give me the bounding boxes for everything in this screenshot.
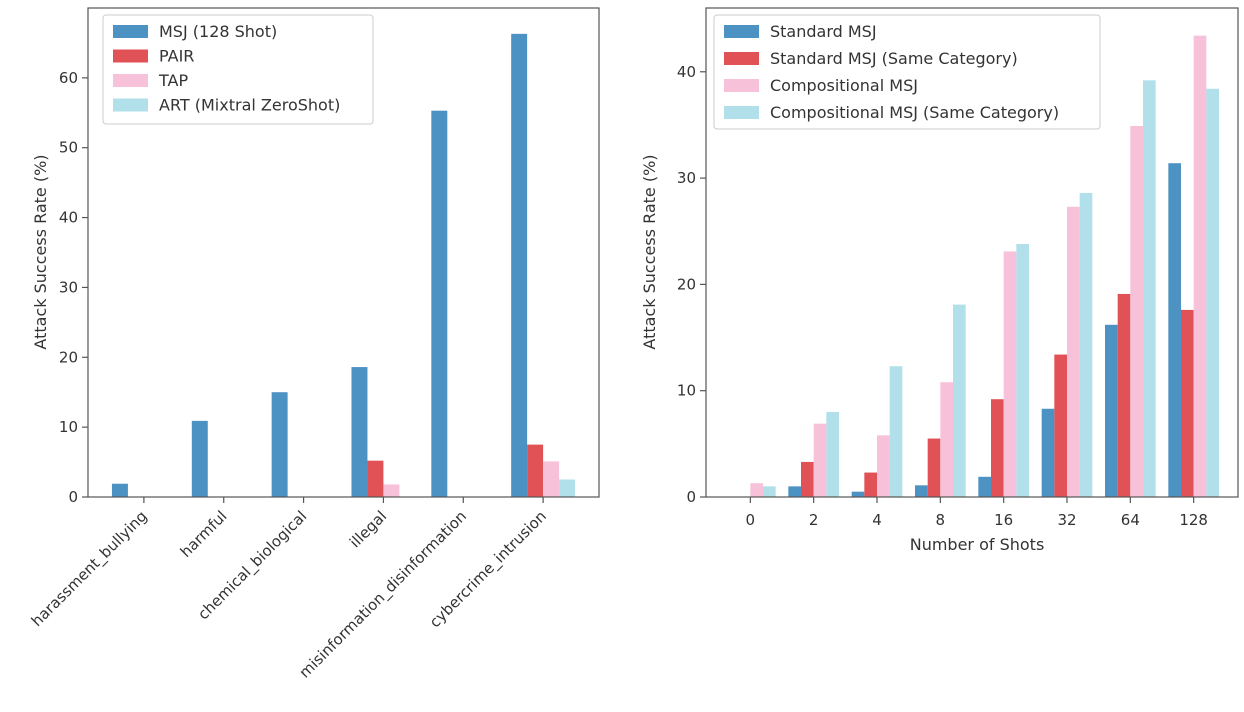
- bar-compositional-msj-same-category-16: [1016, 244, 1029, 497]
- legend-swatch-art-mixtral-zeroshot: [113, 98, 148, 112]
- y-tick-label: 40: [59, 209, 78, 227]
- bar-standard-msj-same-category-32: [1054, 354, 1067, 497]
- bar-standard-msj-8: [915, 485, 928, 497]
- bar-compositional-msj-same-category-2: [826, 411, 839, 497]
- y-tick-label: 0: [686, 488, 696, 506]
- bar-compositional-msj-16: [1003, 251, 1017, 497]
- bar-standard-msj-same-category-16: [991, 399, 1004, 497]
- x-tick-label: harmful: [177, 507, 231, 561]
- bar-pair-cybercrime-intrusion: [527, 444, 544, 497]
- legend-swatch-compositional-msj-same-category: [724, 106, 759, 119]
- legend-label-standard-msj: Standard MSJ: [770, 22, 877, 41]
- bar-art-mixtral-zeroshot-cybercrime-intrusion: [559, 479, 576, 497]
- bar-msj-128-shot-harassment-bullying: [111, 483, 128, 497]
- x-tick-label: 2: [809, 511, 819, 529]
- bar-compositional-msj-2: [813, 423, 827, 497]
- right-x-axis-label: Number of Shots: [910, 535, 1045, 554]
- left-legend: MSJ (128 Shot) PAIR TAP ART (Mixtral ZeroSh…: [102, 14, 374, 125]
- right-plot-frame: [705, 7, 1239, 498]
- bar-compositional-msj-same-category-0: [763, 486, 776, 497]
- legend-label-tap: TAP: [158, 71, 188, 90]
- bar-compositional-msj-4: [877, 435, 890, 497]
- bar-compositional-msj-64: [1130, 126, 1143, 497]
- x-tick-label: 16: [994, 511, 1013, 529]
- bar-standard-msj-2: [788, 486, 801, 497]
- legend-label-compositional-msj-same-category: Compositional MSJ (Same Category): [770, 103, 1059, 122]
- bar-msj-128-shot-chemical-biological: [271, 392, 288, 497]
- y-tick-label: 20: [59, 348, 78, 366]
- y-tick-label: 30: [677, 169, 696, 187]
- bar-compositional-msj-same-category-4: [889, 366, 903, 497]
- y-tick-label: 10: [677, 382, 696, 400]
- y-tick-label: 60: [59, 69, 78, 87]
- bar-standard-msj-128: [1168, 163, 1181, 497]
- y-tick-label: 0: [68, 488, 78, 506]
- y-tick-label: 30: [59, 278, 78, 296]
- bar-compositional-msj-same-category-128: [1206, 88, 1219, 497]
- bar-compositional-msj-8: [940, 382, 953, 497]
- left-x-ticks: harassment_bullying harmfulchemical_biolo…: [28, 497, 551, 682]
- bar-compositional-msj-128: [1193, 35, 1207, 497]
- bar-pair-illegal: [367, 460, 384, 497]
- right-y-ticks: 0 10 20 30 40: [677, 63, 706, 506]
- right-x-ticks: 0 2 4 8 16 32 64 128: [746, 497, 1208, 529]
- x-tick-label: misinformation_disinformation: [296, 507, 471, 682]
- bar-msj-128-shot-cybercrime-intrusion: [511, 33, 528, 497]
- legend-swatch-pair: [113, 49, 148, 63]
- left-y-axis-label: Attack Success Rate (%): [31, 154, 50, 349]
- y-tick-label: 40: [677, 63, 696, 81]
- legend-swatch-tap: [113, 74, 148, 87]
- legend-label-art-mixtral-zeroshot: ART (Mixtral ZeroShot): [159, 96, 340, 115]
- bar-standard-msj-16: [978, 476, 991, 497]
- x-tick-label: 128: [1179, 511, 1208, 529]
- legend-label-compositional-msj: Compositional MSJ: [770, 76, 918, 95]
- bar-standard-msj-32: [1041, 408, 1055, 497]
- bar-msj-128-shot-illegal: [351, 367, 368, 497]
- bar-compositional-msj-0: [750, 483, 763, 497]
- x-tick-label: 8: [936, 511, 946, 529]
- legend-label-msj-128-shot: MSJ (128 Shot): [159, 22, 277, 41]
- x-tick-label: harassment_bullying: [28, 507, 152, 631]
- bar-compositional-msj-same-category-8: [953, 304, 966, 497]
- bar-standard-msj-same-category-2: [801, 461, 814, 497]
- legend-swatch-standard-msj-same-category: [724, 52, 759, 65]
- bar-standard-msj-same-category-4: [864, 472, 877, 497]
- x-tick-label: 64: [1121, 511, 1140, 529]
- left-chart-panel: 0 10 20 30 40 50 60 harassment_bullying harmful…: [28, 7, 600, 682]
- bar-compositional-msj-same-category-64: [1143, 80, 1156, 497]
- x-tick-label: illegal: [346, 507, 390, 551]
- legend-swatch-compositional-msj: [724, 79, 759, 92]
- bar-standard-msj-4: [851, 491, 865, 497]
- y-tick-label: 20: [677, 275, 696, 293]
- right-y-axis-label: Attack Success Rate (%): [640, 154, 659, 349]
- legend-swatch-standard-msj: [724, 25, 759, 38]
- bar-standard-msj-same-category-64: [1117, 293, 1131, 497]
- bar-tap-cybercrime-intrusion: [543, 461, 560, 497]
- right-bars: [750, 35, 1219, 498]
- x-tick-label: 4: [872, 511, 882, 529]
- x-tick-label: 32: [1057, 511, 1076, 529]
- bar-standard-msj-64: [1105, 324, 1118, 497]
- left-plot-frame: [87, 7, 600, 498]
- legend-label-standard-msj-same-category: Standard MSJ (Same Category): [770, 49, 1018, 68]
- legend-swatch-msj-128-shot: [113, 25, 148, 38]
- legend-label-pair: PAIR: [159, 47, 194, 66]
- bar-compositional-msj-same-category-32: [1079, 192, 1093, 497]
- legend-frame: [713, 14, 1101, 130]
- bar-standard-msj-same-category-128: [1181, 309, 1194, 497]
- x-tick-label: 0: [746, 511, 756, 529]
- bar-standard-msj-same-category-8: [927, 438, 941, 497]
- bar-compositional-msj-32: [1067, 206, 1080, 498]
- right-chart-panel: 0 10 20 30 40 0 2 4 8 16 32 64 128 Attack Success R…: [640, 7, 1239, 554]
- right-legend: Standard MSJ Standard MSJ (Same Category)…: [713, 14, 1101, 130]
- legend-frame: [102, 14, 374, 125]
- y-tick-label: 10: [59, 418, 78, 436]
- bar-msj-128-shot-harmful: [191, 420, 208, 497]
- y-tick-label: 50: [59, 139, 78, 157]
- bar-msj-128-shot-misinformation-disinformation: [431, 110, 448, 497]
- bar-tap-illegal: [383, 484, 400, 497]
- left-y-ticks: 0 10 20 30 40 50 60: [59, 69, 88, 506]
- left-bars: [111, 33, 576, 497]
